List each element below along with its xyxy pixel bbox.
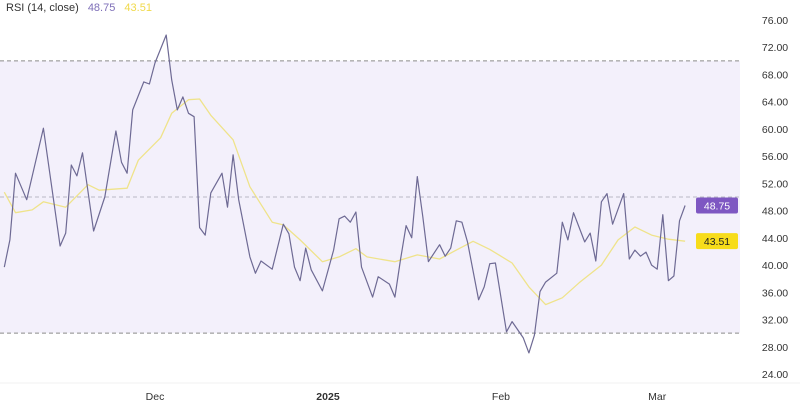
ma-value: 43.51 — [124, 2, 152, 14]
y-tick-label: 64.00 — [762, 97, 788, 109]
y-tick-label: 28.00 — [762, 342, 788, 354]
rsi-band-background — [0, 60, 740, 334]
time-scale[interactable]: Dec 2025 Feb Mar — [0, 382, 800, 403]
x-tick-label: 2025 — [316, 391, 340, 403]
y-tick-label: 76.00 — [762, 15, 788, 27]
y-tick-label: 36.00 — [762, 287, 788, 299]
y-tick-label: 72.00 — [762, 42, 788, 54]
y-tick-label: 24.00 — [762, 369, 788, 381]
y-tick-label: 68.00 — [762, 69, 788, 81]
y-tick-label: 48.00 — [762, 206, 788, 218]
y-tick-label: 44.00 — [762, 233, 788, 245]
indicator-name: RSI (14, close) — [6, 2, 79, 14]
y-tick-label: 56.00 — [762, 151, 788, 163]
ma-last-value-badge — [696, 233, 738, 250]
ma-line — [3, 98, 686, 306]
x-tick-label: Feb — [492, 391, 510, 403]
y-tick-label: 40.00 — [762, 260, 788, 272]
x-tick-label: Dec — [146, 391, 165, 403]
y-tick-label: 60.00 — [762, 124, 788, 136]
rsi-last-value-label: 48.75 — [704, 201, 730, 213]
rsi-value: 48.75 — [87, 2, 116, 14]
rsi-line — [3, 34, 686, 354]
x-tick-label: Mar — [648, 391, 667, 403]
rsi-last-value-badge — [696, 197, 738, 214]
ma-last-value-label: 43.51 — [704, 236, 730, 248]
indicator-legend[interactable]: RSI (14, close) 48.75 43.51 — [6, 2, 158, 14]
y-tick-label: 52.00 — [762, 178, 788, 190]
price-scale[interactable]: 76.00 72.00 68.00 64.00 60.00 56.00 52.00 48.00… — [762, 15, 788, 381]
y-tick-label: 32.00 — [762, 315, 788, 327]
